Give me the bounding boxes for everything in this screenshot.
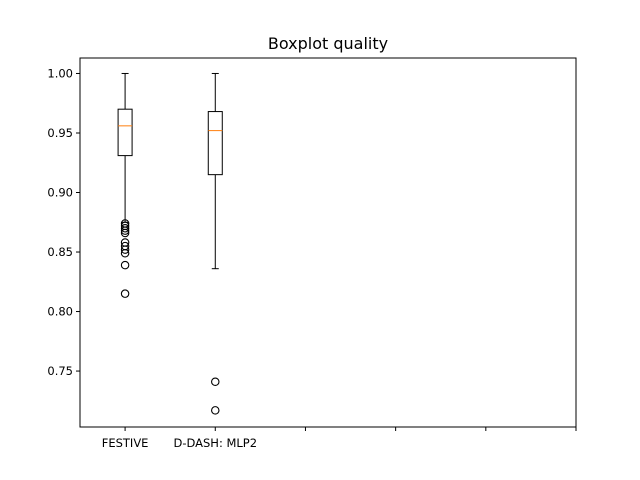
box-group: [117, 72, 133, 298]
outlier-point: [120, 223, 130, 233]
plot-area: 0.75 0.80 0.85 0.90 0.95 1.00 FESTIVE D-DASH: M…: [47, 66, 577, 450]
outlier-point: [211, 377, 220, 387]
box-group: [207, 72, 223, 415]
outlier-point: [120, 289, 130, 298]
x-tick-label: FESTIVE: [102, 436, 149, 450]
box: [117, 108, 133, 157]
outlier-point: [120, 226, 130, 235]
chart-title: Boxplot quality: [268, 34, 388, 53]
y-tick-label: 0.80: [47, 305, 73, 319]
outlier-point: [120, 260, 130, 270]
outlier-point: [120, 245, 130, 254]
y-tick-label: 0.95: [47, 126, 73, 140]
axes-frame: [79, 57, 577, 428]
x-tick-label: D-DASH: MLP2: [173, 436, 257, 450]
outlier-point: [120, 248, 130, 258]
y-tick-label: 1.00: [47, 66, 73, 80]
y-tick-label: 0.75: [47, 364, 73, 378]
outlier-point: [211, 406, 220, 415]
y-tick-label: 0.85: [47, 245, 73, 259]
outlier-point: [120, 228, 130, 238]
box: [207, 111, 223, 176]
y-tick-label: 0.90: [47, 186, 73, 200]
